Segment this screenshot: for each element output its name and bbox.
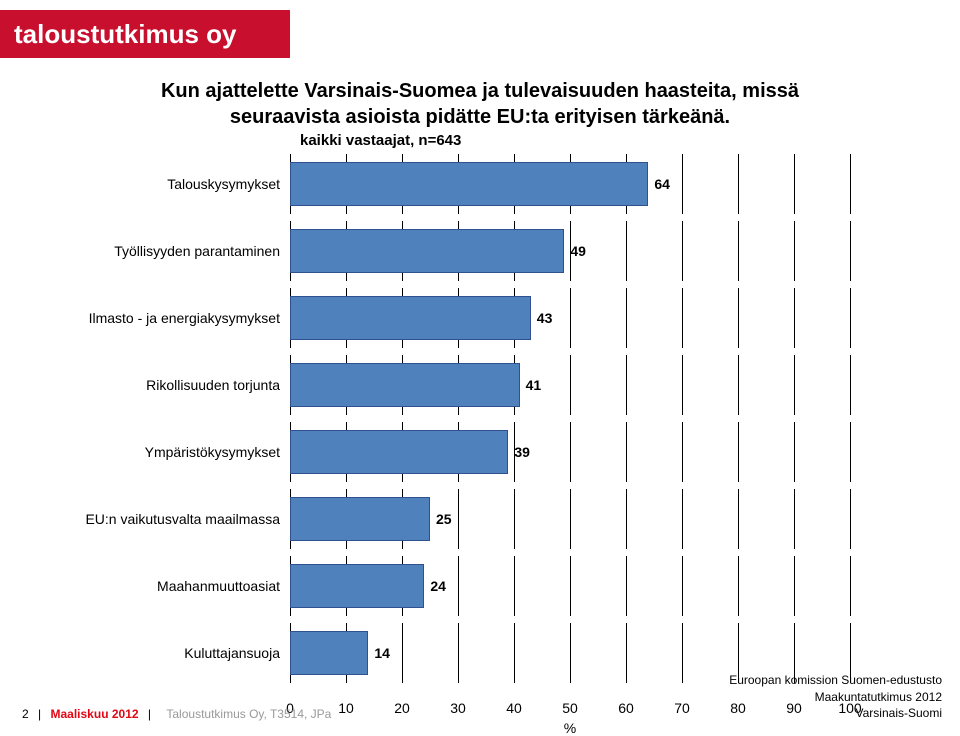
bar-chart: Talouskysymykset 64 Työllisyyden parantami… [60, 160, 860, 696]
category-label: Kuluttajansuoja [60, 645, 290, 661]
category-label: Maahanmuuttoasiat [60, 578, 290, 594]
bar [290, 564, 424, 608]
bar [290, 162, 648, 206]
category-label: Talouskysymykset [60, 176, 290, 192]
bar-value: 39 [514, 444, 530, 460]
bar-value: 41 [526, 377, 542, 393]
category-label: Ympäristökysymykset [60, 444, 290, 460]
bar-area: 24 [290, 562, 850, 610]
bar [290, 296, 531, 340]
chart-row: Ilmasto - ja energiakysymykset 43 [60, 294, 860, 342]
bar-value: 24 [430, 578, 446, 594]
x-tick: 40 [506, 700, 522, 716]
footer-sep: | [148, 707, 151, 721]
footer-right-line1: Euroopan komission Suomen-edustusto [729, 672, 942, 688]
title-line-2: seuraavista asioista pidätte EU:ta erity… [230, 106, 730, 128]
footer-source: Taloustutkimus Oy, T3514, JPa [166, 707, 331, 721]
x-tick: 10 [338, 700, 354, 716]
bar-area: 39 [290, 428, 850, 476]
x-axis-label: % [564, 720, 576, 736]
footer-date: Maaliskuu 2012 [51, 707, 139, 721]
footer-sep: | [38, 707, 41, 721]
x-tick: 30 [450, 700, 466, 716]
x-tick: 60 [618, 700, 634, 716]
category-label: Ilmasto - ja energiakysymykset [60, 310, 290, 326]
chart-row: Maahanmuuttoasiat 24 [60, 562, 860, 610]
bar-value: 49 [570, 243, 586, 259]
bar [290, 497, 430, 541]
x-tick: 50 [562, 700, 578, 716]
x-tick: 20 [394, 700, 410, 716]
bar-area: 43 [290, 294, 850, 342]
title-line-1: Kun ajattelette Varsinais-Suomea ja tule… [161, 80, 799, 102]
chart-row: Ympäristökysymykset 39 [60, 428, 860, 476]
company-logo: taloustutkimus oy [0, 10, 290, 58]
bar-area: 64 [290, 160, 850, 208]
bar [290, 229, 564, 273]
footer-right-line3: Varsinais-Suomi [729, 705, 942, 721]
chart-row: Rikollisuuden torjunta 41 [60, 361, 860, 409]
category-label: Työllisyyden parantaminen [60, 243, 290, 259]
bar-area: 14 [290, 629, 850, 677]
slide-subtitle: kaikki vastaajat, n=643 [300, 132, 461, 149]
chart-row: Työllisyyden parantaminen 49 [60, 227, 860, 275]
bar-value: 25 [436, 511, 452, 527]
chart-row: Kuluttajansuoja 14 [60, 629, 860, 677]
bar-area: 41 [290, 361, 850, 409]
bar [290, 363, 520, 407]
slide-title: Kun ajattelette Varsinais-Suomea ja tule… [130, 78, 830, 130]
page-number: 2 [22, 707, 29, 721]
x-tick: 70 [674, 700, 690, 716]
footer-right-line2: Maakuntatutkimus 2012 [729, 689, 942, 705]
bar-area: 49 [290, 227, 850, 275]
chart-row: Talouskysymykset 64 [60, 160, 860, 208]
bar-value: 14 [374, 645, 390, 661]
category-label: Rikollisuuden torjunta [60, 377, 290, 393]
bar-value: 43 [537, 310, 553, 326]
bar-area: 25 [290, 495, 850, 543]
bar [290, 631, 368, 675]
footer-right: Euroopan komission Suomen-edustusto Maak… [729, 672, 942, 721]
bar-value: 64 [654, 176, 670, 192]
slide-page: taloustutkimus oy Kun ajattelette Varsin… [0, 0, 960, 733]
chart-row: EU:n vaikutusvalta maailmassa 25 [60, 495, 860, 543]
logo-text: taloustutkimus oy [14, 19, 236, 50]
bar [290, 430, 508, 474]
footer-left: 2 | Maaliskuu 2012 | Taloustutkimus Oy, … [22, 707, 331, 721]
category-label: EU:n vaikutusvalta maailmassa [60, 511, 290, 527]
